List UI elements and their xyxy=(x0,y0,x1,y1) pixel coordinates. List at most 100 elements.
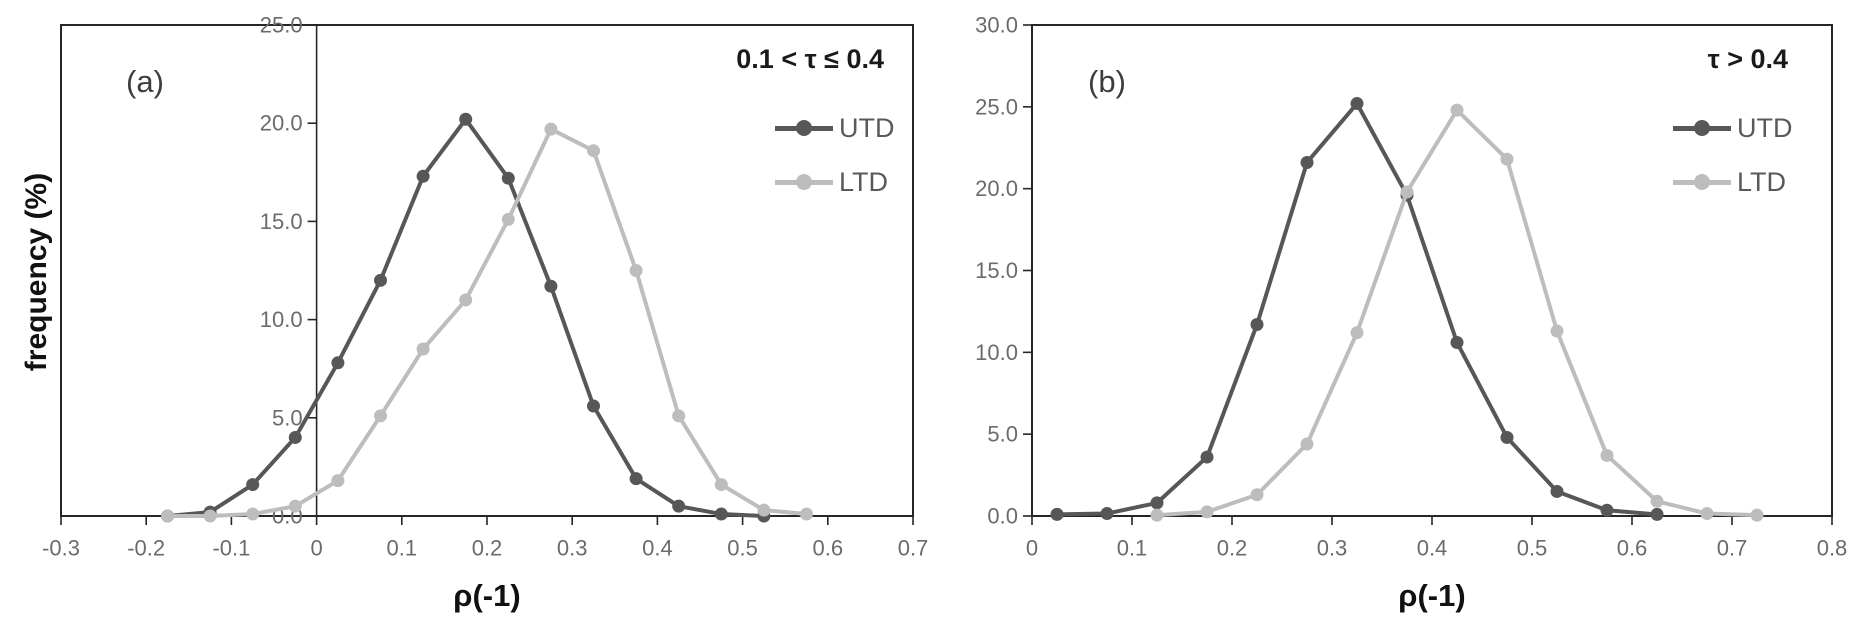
ltd-data-point xyxy=(161,509,174,523)
utd-data-point xyxy=(459,112,473,126)
panel-a-legend-item-utd: UTD xyxy=(775,113,895,143)
ltd-data-point xyxy=(1400,185,1414,199)
ltd-data-point xyxy=(1350,326,1364,340)
ltd-data-point xyxy=(1450,103,1464,117)
x-tick-label: -0.2 xyxy=(127,536,165,561)
utd-data-point xyxy=(1050,507,1064,521)
x-tick-label: 0.3 xyxy=(1317,536,1348,561)
x-tick-label: 0.1 xyxy=(387,536,418,561)
y-tick-label: 20.0 xyxy=(975,176,1018,201)
utd-data-point xyxy=(1350,97,1364,111)
ltd-data-point xyxy=(1500,152,1514,166)
x-tick-label: 0.6 xyxy=(813,536,844,561)
y-tick-label: 30.0 xyxy=(975,13,1018,38)
ltd-data-point xyxy=(416,342,430,356)
plot-frame xyxy=(60,24,914,517)
ltd-data-point xyxy=(459,293,473,307)
panel-b-annotation: τ > 0.4 xyxy=(1707,44,1788,74)
ltd-data-point xyxy=(1250,488,1264,502)
utd-data-point xyxy=(416,169,430,183)
panel-b-label: (b) xyxy=(1088,64,1126,99)
panel-a-legend-item-ltd: LTD xyxy=(775,167,888,197)
utd-data-point xyxy=(1250,318,1264,332)
y-tick-label: 0.0 xyxy=(987,504,1018,529)
utd-series-line xyxy=(165,117,766,518)
ltd-series-line xyxy=(1155,108,1759,518)
utd-data-point xyxy=(1650,507,1664,521)
x-tick-label: 0.2 xyxy=(1217,536,1248,561)
utd-data-point xyxy=(246,478,260,492)
utd-data-point xyxy=(374,273,387,287)
x-tick-label: 0.8 xyxy=(1817,536,1848,561)
ltd-data-point xyxy=(1700,507,1714,521)
utd-legend-swatch-icon xyxy=(775,119,833,137)
ltd-data-point xyxy=(1600,448,1614,462)
ltd-data-point xyxy=(288,499,302,513)
x-tick-label: 0.3 xyxy=(557,536,588,561)
x-tick-label: 0.6 xyxy=(1617,536,1648,561)
ltd-data-point xyxy=(1750,508,1764,522)
panel-b-legend-item-utd: UTD xyxy=(1673,113,1793,143)
ltd-data-point xyxy=(672,409,686,423)
ltd-legend-swatch-icon xyxy=(775,173,833,191)
x-tick-label: 0.4 xyxy=(642,536,673,561)
ltd-data-point xyxy=(757,503,771,517)
x-tick-label: 0.7 xyxy=(898,536,929,561)
utd-data-point xyxy=(1550,484,1564,498)
ltd-data-point xyxy=(1150,508,1164,522)
utd-data-point xyxy=(288,430,302,444)
panel-b-legend-ltd-label: LTD xyxy=(1737,167,1787,197)
utd-data-point xyxy=(587,399,600,413)
ltd-data-point xyxy=(1300,437,1314,451)
utd-data-point xyxy=(1600,503,1614,517)
ltd-data-point xyxy=(331,474,345,488)
ltd-data-point xyxy=(1550,324,1564,338)
ltd-data-point xyxy=(629,264,643,277)
utd-data-point xyxy=(544,279,558,293)
ltd-data-point xyxy=(1200,505,1214,519)
panel-a-label: (a) xyxy=(126,64,164,99)
x-tick-label: 0.5 xyxy=(1517,536,1548,561)
panel-b-legend-utd-label: UTD xyxy=(1737,113,1793,143)
y-tick-label: 25.0 xyxy=(260,13,303,38)
x-tick-label: 0.1 xyxy=(1117,536,1148,561)
utd-data-point xyxy=(1150,496,1164,510)
utd-data-point xyxy=(1100,507,1114,521)
x-tick-label: 0.7 xyxy=(1717,536,1748,561)
x-tick-label: 0.4 xyxy=(1417,536,1448,561)
ltd-data-point xyxy=(501,212,515,226)
ltd-series-line xyxy=(165,127,809,518)
utd-data-point xyxy=(714,507,728,521)
utd-series-line xyxy=(1055,101,1659,517)
x-tick-label: 0 xyxy=(1026,536,1038,561)
y-tick-label: 20.0 xyxy=(260,111,303,136)
y-tick-label: 10.0 xyxy=(260,307,303,332)
x-tick-label: -0.1 xyxy=(212,536,250,561)
ltd-data-point xyxy=(800,507,813,521)
y-tick-label: 10.0 xyxy=(975,340,1018,365)
ltd-data-point xyxy=(374,409,387,423)
panel-a-legend-utd-label: UTD xyxy=(839,113,895,143)
ltd-data-point xyxy=(246,507,260,521)
x-tick-label: 0.2 xyxy=(472,536,503,561)
y-tick-label: 15.0 xyxy=(975,258,1018,283)
y-axis-title: frequency (%) xyxy=(20,172,53,372)
x-tick-label: 0.5 xyxy=(727,536,758,561)
y-tick-label: 15.0 xyxy=(260,209,303,234)
utd-data-point xyxy=(501,171,515,185)
ltd-data-point xyxy=(587,144,600,158)
ltd-data-point xyxy=(203,509,217,523)
panel-a-legend-ltd-label: LTD xyxy=(839,167,889,197)
x-tick-label: 0 xyxy=(310,536,322,561)
utd-data-point xyxy=(629,472,643,486)
panel-b-legend-item-ltd: LTD xyxy=(1673,167,1786,197)
ltd-data-point xyxy=(714,478,728,492)
utd-data-point xyxy=(1500,430,1514,444)
utd-data-point xyxy=(1200,450,1214,464)
ltd-data-point xyxy=(544,122,558,136)
panel-a-annotation: 0.1 < τ ≤ 0.4 xyxy=(736,44,884,74)
y-tick-label: 25.0 xyxy=(975,94,1018,119)
utd-data-point xyxy=(1300,155,1314,169)
